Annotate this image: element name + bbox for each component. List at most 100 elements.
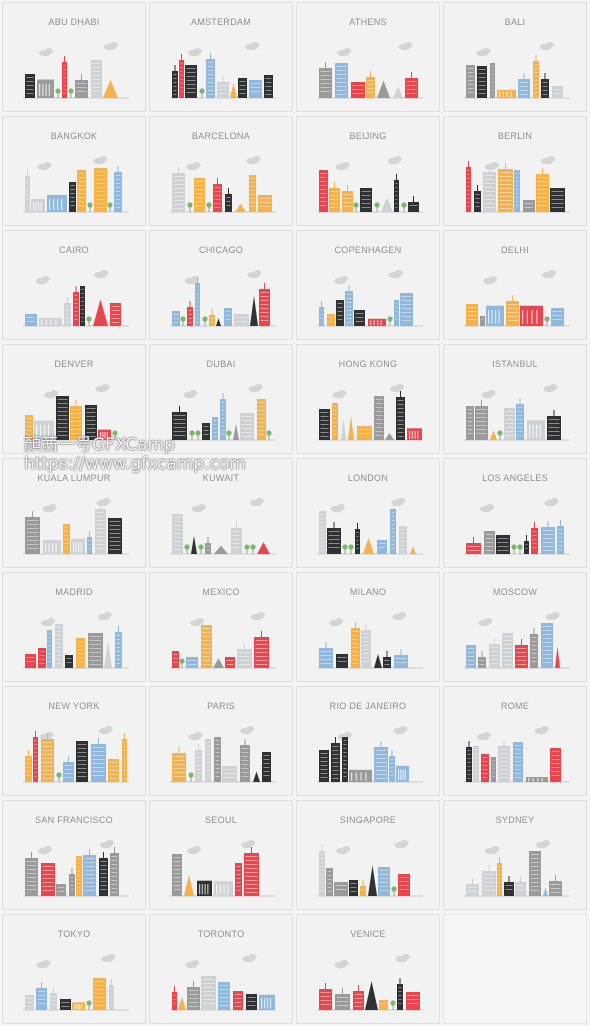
city-title: CHICAGO [198, 245, 244, 255]
building-icon [249, 80, 262, 98]
skyline-illustration [23, 840, 129, 897]
cloud-icon [99, 840, 114, 849]
building-icon [233, 991, 243, 1010]
building-icon [172, 311, 180, 326]
cloud-icon [332, 390, 347, 399]
building-icon [319, 845, 325, 896]
skyline-illustration [317, 156, 423, 213]
building-icon [466, 406, 474, 440]
building-icon [355, 523, 360, 554]
building-icon [87, 531, 92, 554]
skyline-illustration [170, 612, 276, 669]
building-icon [114, 166, 122, 212]
building-icon [397, 978, 403, 1010]
city-tile: SYDNEY [443, 800, 587, 910]
tree-icon [353, 202, 359, 212]
cloud-icon [191, 504, 206, 513]
cloud-icon [535, 840, 550, 849]
building-icon [172, 406, 187, 440]
building-icon [184, 875, 194, 896]
city-tile: ABU DHABI [2, 2, 146, 112]
city-tile: DUBAI [149, 344, 293, 454]
tree-icon [374, 202, 380, 212]
building-icon [348, 415, 354, 440]
cloud-icon [95, 384, 110, 393]
building-icon [480, 316, 485, 326]
tree-icon [56, 772, 62, 782]
building-icon [377, 540, 387, 554]
building-icon [187, 301, 193, 326]
city-tile: MADRID [2, 572, 146, 682]
building-icon [224, 308, 232, 326]
building-icon [466, 741, 472, 782]
building-icon [365, 981, 378, 1010]
building-icon [368, 865, 377, 896]
city-title: VENICE [350, 929, 386, 939]
building-icon [47, 630, 52, 668]
building-icon [108, 759, 119, 782]
building-icon [25, 654, 36, 668]
building-icon [201, 976, 216, 1010]
building-icon [73, 286, 79, 326]
city-title: KUWAIT [202, 473, 240, 483]
cloud-icon [330, 504, 345, 513]
building-icon [115, 626, 122, 668]
city-title: TORONTO [197, 929, 245, 939]
building-icon [490, 430, 497, 440]
building-icon [349, 880, 358, 896]
building-icon [95, 503, 106, 554]
building-icon [329, 182, 340, 212]
building-icon [259, 283, 270, 326]
building-icon [233, 423, 239, 440]
building-icon [25, 170, 30, 212]
cloud-icon [41, 618, 56, 627]
cloud-icon [246, 156, 261, 165]
cloud-icon [241, 840, 256, 849]
tree-icon [517, 544, 523, 554]
building-icon [225, 188, 232, 212]
building-icon [551, 308, 564, 326]
building-icon [466, 537, 481, 554]
building-icon [25, 511, 40, 554]
building-icon [220, 393, 226, 440]
tree-icon [86, 316, 92, 326]
building-icon [55, 624, 63, 668]
building-icon [80, 286, 85, 326]
city-tile: BANGKOK [2, 116, 146, 226]
building-icon [361, 624, 371, 668]
building-icon [518, 73, 530, 98]
building-icon [410, 546, 416, 554]
building-icon [474, 185, 481, 212]
city-tile: KUALA LUMPUR [2, 458, 146, 568]
building-icon [33, 731, 38, 782]
building-icon [31, 198, 45, 212]
building-icon [250, 295, 258, 326]
skyline-illustration [317, 726, 423, 783]
city-tile: VENICE [296, 914, 440, 1024]
building-icon [385, 433, 394, 440]
cloud-icon [335, 162, 350, 171]
cloud-icon [484, 162, 499, 171]
building-icon [378, 867, 390, 896]
tree-icon [188, 772, 194, 782]
city-title: SINGAPORE [339, 815, 397, 825]
building-icon [399, 526, 407, 554]
building-icon [85, 405, 97, 440]
tree-icon [244, 544, 250, 554]
building-icon [400, 293, 413, 326]
building-icon [93, 299, 108, 326]
skyline-illustration [23, 612, 129, 669]
building-icon [533, 55, 539, 98]
city-tile: HONG KONG [296, 344, 440, 454]
building-icon [530, 628, 538, 668]
building-icon [262, 752, 271, 782]
city-tile: TORONTO [149, 914, 293, 1024]
cloud-icon [479, 504, 494, 513]
building-icon [319, 301, 324, 326]
building-icon [214, 881, 233, 896]
building-icon [504, 408, 515, 440]
building-icon [240, 413, 254, 440]
city-title: PARIS [207, 701, 235, 711]
cloud-icon [543, 384, 558, 393]
cloud-icon [190, 618, 205, 627]
